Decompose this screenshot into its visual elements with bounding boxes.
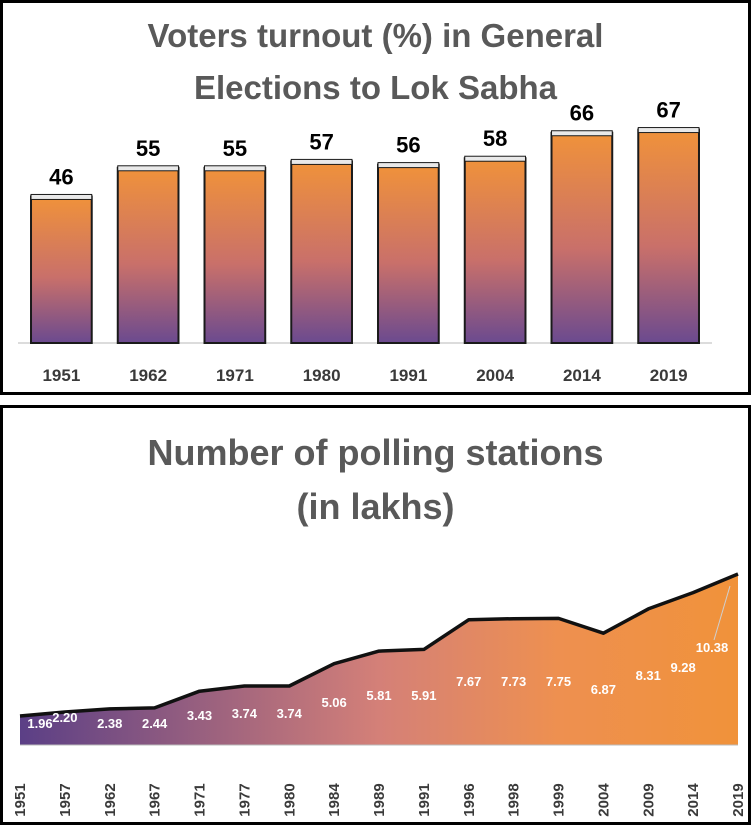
turnout-chart-title-line1: Voters turnout (%) in General [147, 17, 604, 54]
turnout-value-label: 56 [396, 133, 420, 158]
polling-value-label: 2.44 [142, 716, 168, 731]
turnout-value-label: 55 [223, 136, 247, 161]
turnout-bar-1980 [290, 160, 353, 344]
polling-value-label: 5.91 [411, 688, 436, 703]
turnout-year-tick: 2019 [650, 366, 688, 385]
polling-value-label: 3.74 [232, 706, 258, 721]
turnout-bar-2014 [550, 131, 614, 344]
polling-year-tick: 2009 [640, 783, 657, 816]
turnout-bar-cap-1991 [377, 162, 440, 169]
polling-value-label: 10.38 [696, 640, 729, 655]
turnout-bar-2004 [463, 157, 527, 344]
turnout-value-label: 66 [570, 101, 594, 126]
turnout-value-label: 46 [49, 164, 73, 189]
turnout-bar-chart: 46 1951 55 1962 55 1971 57 1980 56 1991 58 2004 66 20… [18, 98, 712, 385]
polling-area-outline [19, 572, 739, 718]
turnout-bar-cap-1980 [290, 158, 353, 165]
polling-year-tick: 1962 [102, 783, 119, 816]
polling-stations-chart-panel: Number of polling stations (in lakhs) [0, 405, 751, 825]
turnout-bar-1951 [30, 195, 93, 344]
turnout-bar-cap-2019 [637, 127, 700, 134]
turnout-bar-cap-1962 [117, 165, 179, 172]
polling-value-label: 6.87 [591, 682, 616, 697]
polling-value-label: 9.28 [670, 660, 695, 675]
polling-year-tick: 1999 [551, 783, 568, 816]
turnout-year-tick: 1980 [303, 366, 341, 385]
turnout-year-tick: 2004 [476, 366, 514, 385]
polling-chart-title-line1: Number of polling stations [147, 432, 604, 473]
turnout-bar-cap-1951 [30, 193, 93, 200]
polling-chart-title-line2: (in lakhs) [296, 486, 455, 527]
polling-value-label: 7.67 [456, 674, 481, 689]
polling-year-tick: 2019 [730, 783, 747, 816]
polling-value-label: 1.96 [27, 716, 52, 731]
polling-year-tick: 1967 [147, 783, 164, 816]
turnout-value-label: 58 [483, 126, 507, 151]
turnout-year-tick: 2014 [563, 366, 601, 385]
turnout-year-tick: 1962 [129, 366, 167, 385]
polling-year-tick: 1989 [371, 783, 388, 816]
polling-year-tick: 1996 [461, 783, 478, 816]
turnout-year-tick: 1991 [389, 366, 427, 385]
turnout-value-label: 57 [309, 129, 333, 154]
polling-label-leader-line [713, 585, 731, 641]
polling-area-fill [20, 574, 738, 745]
turnout-bar-2019 [637, 128, 700, 344]
polling-value-label: 7.73 [501, 674, 526, 689]
polling-year-tick: 1998 [506, 783, 523, 816]
polling-value-label: 5.81 [366, 688, 391, 703]
polling-year-tick: 1951 [12, 783, 29, 816]
polling-value-label: 8.31 [636, 668, 661, 683]
turnout-year-tick: 1971 [216, 366, 254, 385]
polling-value-label: 3.74 [277, 706, 303, 721]
polling-year-tick: 1971 [192, 783, 209, 816]
polling-value-label: 5.06 [321, 695, 346, 710]
turnout-value-label: 67 [656, 98, 680, 123]
turnout-value-label: 55 [136, 136, 160, 161]
turnout-year-tick: 1951 [42, 366, 80, 385]
polling-value-label: 2.38 [97, 716, 122, 731]
polling-year-tick: 1977 [236, 783, 253, 816]
polling-year-tick: 1957 [57, 783, 74, 816]
polling-year-tick: 1980 [281, 783, 298, 816]
polling-year-tick: 1984 [326, 783, 343, 817]
turnout-bar-cap-1971 [204, 165, 266, 172]
turnout-bar-cap-2004 [464, 155, 526, 162]
polling-value-label: 3.43 [187, 708, 212, 723]
polling-year-tick: 2014 [685, 783, 702, 817]
turnout-bar-1962 [116, 166, 180, 344]
turnout-bar-cap-2014 [551, 130, 613, 137]
turnout-chart-title-line2: Elections to Lok Sabha [193, 69, 558, 106]
polling-year-tick: 2004 [595, 783, 612, 817]
polling-value-label: 7.75 [546, 674, 571, 689]
turnout-bar-1991 [377, 163, 440, 344]
polling-value-label: 2.20 [52, 710, 77, 725]
polling-year-tick: 1991 [416, 783, 433, 816]
